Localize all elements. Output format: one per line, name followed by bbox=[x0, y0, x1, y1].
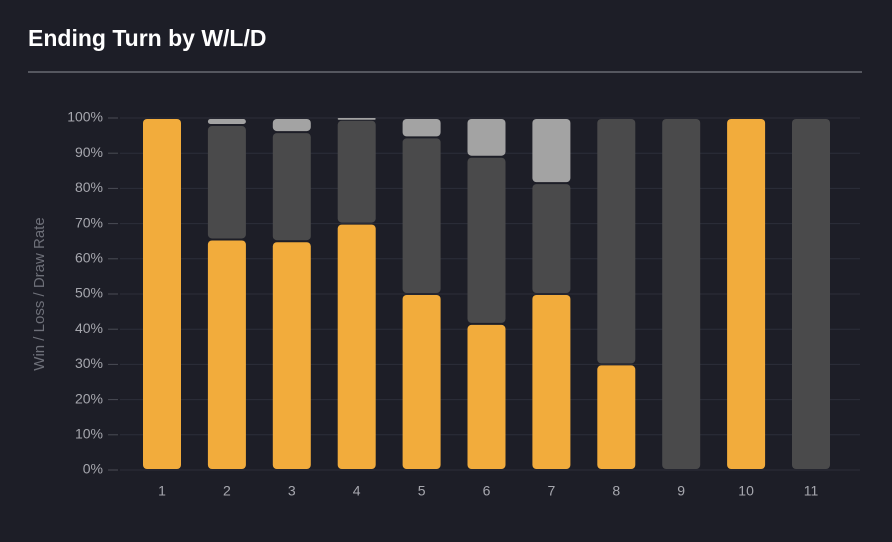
bar-segment bbox=[467, 119, 506, 156]
bar-segment bbox=[337, 224, 376, 469]
y-tick-label: 20% bbox=[75, 390, 103, 406]
x-tick-label: 8 bbox=[612, 483, 620, 499]
y-tick-label: 100% bbox=[67, 109, 103, 125]
y-tick-label: 0% bbox=[83, 461, 103, 477]
bar-segment bbox=[792, 119, 830, 469]
x-tick-label: 5 bbox=[418, 483, 426, 499]
y-axis-label: Win / Loss / Draw Rate bbox=[31, 217, 48, 370]
bar-segment bbox=[727, 119, 766, 469]
bar-segment bbox=[402, 119, 441, 137]
y-tick-label: 50% bbox=[75, 285, 103, 301]
x-tick-label: 3 bbox=[288, 483, 296, 499]
x-tick-label: 6 bbox=[483, 483, 491, 499]
bar-segment bbox=[337, 120, 376, 223]
bar-segment bbox=[272, 119, 311, 132]
bar-segment bbox=[402, 295, 441, 469]
y-tick-label: 40% bbox=[75, 320, 103, 336]
x-tick-label: 1 bbox=[158, 483, 166, 499]
bar-segment bbox=[207, 240, 246, 469]
y-tick-label: 10% bbox=[75, 426, 103, 442]
bar-segment bbox=[532, 184, 571, 293]
bar-segment bbox=[597, 119, 636, 364]
x-tick-label: 11 bbox=[804, 483, 819, 499]
bar-segment bbox=[597, 365, 636, 469]
bar-segment bbox=[467, 324, 506, 469]
y-tick-label: 90% bbox=[75, 144, 103, 160]
bar-segment bbox=[207, 126, 246, 239]
bar-segment bbox=[532, 295, 571, 469]
bar-segment bbox=[662, 119, 701, 469]
x-tick-label: 7 bbox=[548, 483, 556, 499]
bar-segment bbox=[467, 157, 506, 323]
bar-segment bbox=[207, 119, 246, 125]
bar-segment bbox=[402, 138, 441, 293]
x-tick-label: 2 bbox=[223, 483, 231, 499]
y-tick-label: 30% bbox=[75, 355, 103, 371]
x-tick-label: 4 bbox=[353, 483, 361, 499]
x-tick-label: 10 bbox=[738, 483, 754, 499]
bar-segment bbox=[532, 119, 571, 183]
x-tick-label: 9 bbox=[677, 483, 685, 499]
bar-segment bbox=[143, 119, 181, 469]
bar-segment bbox=[272, 242, 311, 469]
bar-segment bbox=[272, 133, 311, 241]
y-tick-label: 80% bbox=[75, 179, 103, 195]
chart-title: Ending Turn by W/L/D bbox=[28, 25, 266, 51]
bar-segment bbox=[337, 118, 376, 120]
y-tick-label: 70% bbox=[75, 214, 103, 230]
y-tick-label: 60% bbox=[75, 250, 103, 266]
